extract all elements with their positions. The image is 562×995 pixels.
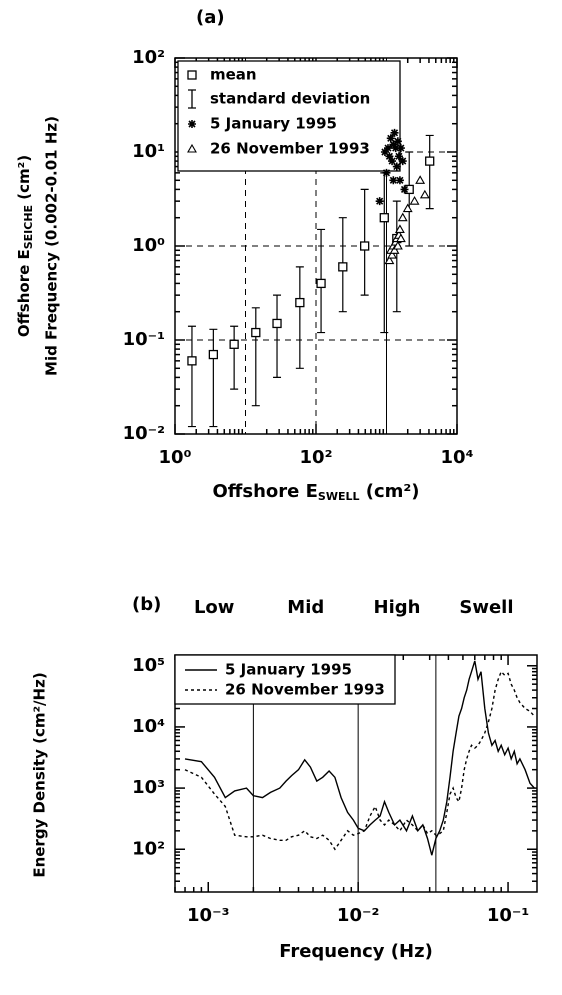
band-label: High	[374, 597, 421, 618]
band-label: Swell	[459, 597, 513, 618]
legend-label: 5 January 1995	[225, 661, 352, 679]
y-label-unit: (cm²)	[15, 155, 33, 205]
y-axis-label: Energy Density (cm²/Hz)	[31, 672, 49, 877]
star-marker	[389, 140, 398, 149]
star-marker	[380, 148, 389, 156]
triangle-marker	[402, 203, 413, 213]
x-tick-label: 10⁻²	[337, 905, 379, 926]
x-tick-label: 10⁻¹	[487, 905, 529, 926]
mean-marker	[187, 356, 197, 366]
error-bar	[273, 294, 282, 379]
x-tick-label: 10⁰	[159, 447, 192, 468]
mean-marker	[208, 349, 219, 360]
x-label-unit: (cm²)	[360, 481, 420, 502]
error-bar	[209, 328, 218, 428]
mean-marker	[251, 327, 261, 338]
mean-marker	[229, 339, 239, 349]
error-bar	[251, 307, 260, 407]
y-tick-label: 10⁻²	[123, 423, 165, 444]
legend-box	[177, 60, 401, 172]
star-marker	[388, 157, 397, 166]
mean-marker	[425, 156, 435, 166]
star-marker	[398, 157, 407, 166]
star-marker	[383, 144, 392, 153]
x-tick-label: 10⁻³	[187, 905, 229, 926]
star-marker	[395, 176, 404, 185]
error-bar	[230, 325, 239, 390]
star-marker	[390, 128, 399, 137]
legend-label: 5 January 1995	[210, 115, 337, 133]
triangle-marker	[392, 240, 403, 250]
mean-marker	[295, 297, 305, 308]
panel-label: (a)	[196, 7, 225, 28]
y-tick-label: 10⁻¹	[123, 329, 165, 350]
y-tick-label: 10³	[132, 777, 165, 798]
legend-label: mean	[210, 66, 257, 84]
x-label-text: Offshore E	[212, 481, 317, 502]
mean-marker	[187, 70, 197, 80]
legend-box	[174, 654, 396, 705]
legend-label: standard deviation	[210, 90, 370, 108]
y-tick-label: 10²	[132, 838, 165, 859]
triangle-marker	[387, 250, 398, 259]
y-label-sub: SEICHE	[22, 205, 35, 249]
y-tick-label: 10⁵	[132, 655, 165, 676]
triangle-marker	[384, 255, 395, 265]
star-marker	[375, 197, 384, 206]
triangle-marker	[415, 175, 426, 184]
legend-label: 26 November 1993	[225, 681, 385, 699]
x-axis-label: Offshore ESWELL (cm²)	[212, 481, 419, 503]
triangle-marker	[395, 233, 406, 243]
star-marker	[391, 144, 400, 153]
y-label-text: Offshore E	[15, 249, 33, 337]
y-tick-label: 10²	[132, 47, 165, 68]
triangle-marker	[187, 143, 197, 153]
mean-marker	[272, 318, 282, 329]
error-bar	[187, 325, 196, 428]
star-marker	[188, 120, 196, 128]
mean-marker	[360, 241, 370, 251]
star-marker	[386, 134, 395, 143]
triangle-marker	[409, 196, 420, 205]
y-axis-label-2: Mid Frequency (0.002-0.01 Hz)	[43, 116, 61, 376]
error-bar	[425, 134, 434, 210]
triangle-marker	[389, 245, 400, 254]
y-axis-label: Offshore ESEICHE (cm²)	[15, 155, 36, 337]
y-tick-label: 10⁴	[132, 716, 165, 737]
legend-label: 26 November 1993	[210, 140, 370, 158]
star-marker	[385, 152, 394, 161]
y-tick-label: 10¹	[132, 141, 165, 162]
band-label: Low	[194, 597, 234, 618]
error-bar	[405, 151, 414, 247]
x-label-sub: SWELL	[318, 490, 360, 503]
panel-label: (b)	[132, 594, 161, 615]
triangle-marker	[397, 212, 408, 222]
mean-marker	[316, 278, 326, 289]
error-bar	[392, 200, 401, 313]
band-label: Mid	[287, 597, 324, 618]
triangle-marker	[394, 224, 405, 233]
legend-error-bar	[188, 89, 196, 109]
mean-marker	[379, 213, 389, 223]
mean-marker	[338, 262, 348, 272]
star-marker	[382, 168, 391, 177]
series-line	[184, 670, 535, 851]
star-marker	[400, 185, 409, 194]
error-bar	[295, 266, 304, 369]
star-marker	[393, 137, 402, 146]
star-marker	[389, 176, 398, 185]
star-marker	[392, 162, 401, 171]
x-axis-label: Frequency (Hz)	[279, 941, 433, 962]
star-marker	[396, 144, 405, 153]
triangle-marker	[419, 189, 430, 199]
x-tick-label: 10⁴	[441, 447, 474, 468]
y-tick-label: 10⁰	[132, 235, 165, 256]
x-tick-label: 10²	[300, 447, 333, 468]
star-marker	[394, 152, 403, 161]
